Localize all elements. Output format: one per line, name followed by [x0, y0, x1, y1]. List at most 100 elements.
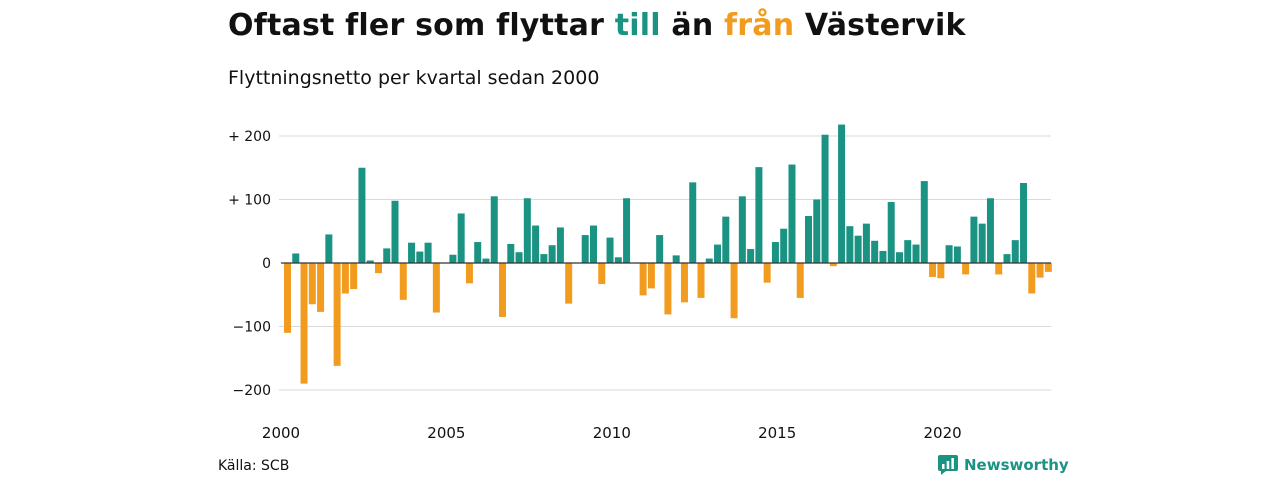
bar — [945, 245, 953, 263]
bar — [953, 246, 961, 263]
bar — [738, 196, 746, 263]
brand[interactable]: Newsworthy — [938, 455, 1069, 475]
bar — [705, 258, 713, 264]
x-tick-label: 2000 — [262, 424, 300, 442]
bar — [962, 263, 970, 275]
bar — [838, 124, 846, 263]
y-tick-label: 0 — [262, 256, 271, 272]
bar — [556, 227, 564, 263]
bar — [1044, 263, 1052, 272]
bar — [1003, 254, 1011, 263]
bar — [1011, 240, 1019, 263]
y-tick-label: −200 — [233, 383, 271, 399]
y-tick-label: −100 — [233, 320, 271, 336]
title-part-2: än — [660, 8, 725, 43]
bar — [358, 167, 366, 263]
bar — [862, 223, 870, 263]
bar — [747, 249, 755, 263]
title-highlight-in: till — [614, 8, 661, 43]
bar — [432, 263, 440, 313]
bar — [341, 263, 349, 294]
bar — [507, 243, 515, 263]
x-tick-label: 2020 — [924, 424, 962, 442]
bar — [895, 252, 903, 263]
bar — [796, 263, 804, 298]
bar — [532, 225, 540, 263]
bars — [284, 124, 1052, 384]
bar — [465, 263, 473, 284]
bar — [672, 255, 680, 263]
newsworthy-logo-icon — [938, 455, 958, 475]
bar — [771, 242, 779, 263]
y-tick-label: + 100 — [228, 193, 271, 209]
bar — [763, 263, 771, 283]
bar — [1036, 263, 1044, 278]
bar — [912, 244, 920, 263]
bar — [482, 258, 490, 264]
bar — [474, 242, 482, 263]
brand-name: Newsworthy — [964, 456, 1069, 474]
bar — [598, 263, 606, 284]
bar — [333, 263, 341, 366]
bar — [614, 257, 622, 263]
bar — [813, 199, 821, 263]
bar — [714, 244, 722, 263]
bar — [846, 226, 854, 263]
bar — [995, 263, 1003, 275]
bar — [300, 263, 308, 384]
bar — [457, 213, 465, 263]
x-tick-label: 2015 — [758, 424, 796, 442]
y-axis-labels: + 200 + 100 0 −100 −200 — [228, 129, 271, 399]
chart-subtitle: Flyttningsnetto per kvartal sedan 2000 — [228, 67, 600, 89]
bar — [639, 263, 647, 296]
chart-title: Oftast fler som flyttar till än från Väs… — [228, 8, 966, 43]
bar — [499, 263, 507, 317]
bar — [523, 198, 531, 263]
bar — [854, 235, 862, 263]
gridlines — [279, 135, 1051, 391]
bar — [540, 254, 548, 263]
bar — [647, 263, 655, 289]
bar — [937, 263, 945, 279]
bar — [606, 237, 614, 263]
bar — [755, 167, 763, 264]
title-highlight-out: från — [724, 8, 795, 43]
bar — [730, 263, 738, 319]
bar — [805, 216, 813, 263]
bar — [970, 216, 978, 263]
bar — [589, 225, 597, 263]
bar — [408, 242, 416, 263]
x-tick-label: 2010 — [593, 424, 631, 442]
title-part-3: Västervik — [794, 8, 966, 43]
bar — [391, 200, 399, 263]
source-note: Källa: SCB — [218, 458, 290, 474]
bar — [722, 216, 730, 263]
bar — [548, 245, 556, 263]
bar — [780, 228, 788, 263]
bar — [664, 263, 672, 315]
bar — [350, 263, 358, 290]
bar — [821, 134, 829, 263]
bar — [829, 263, 837, 267]
bar — [887, 202, 895, 263]
bar — [325, 234, 333, 263]
bar — [374, 263, 382, 274]
y-tick-label: + 200 — [228, 129, 271, 145]
bar — [399, 263, 407, 300]
bar — [490, 196, 498, 263]
bar — [515, 252, 523, 263]
bar — [904, 240, 912, 263]
bar — [929, 263, 937, 277]
bar — [623, 198, 631, 263]
bar — [986, 198, 994, 263]
title-part-1: Oftast fler som flyttar — [228, 8, 615, 43]
bar — [920, 181, 928, 263]
x-axis-labels: 2000 2005 2010 2015 2020 — [262, 424, 962, 442]
bar — [879, 250, 887, 263]
bar — [292, 253, 300, 263]
bar — [383, 248, 391, 264]
bar — [449, 254, 457, 264]
bar — [978, 223, 986, 263]
bar — [871, 240, 879, 264]
